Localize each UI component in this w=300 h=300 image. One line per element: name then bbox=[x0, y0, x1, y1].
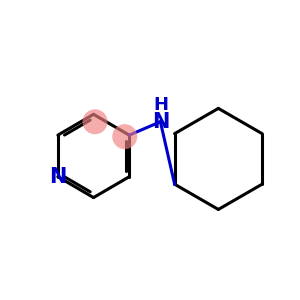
Text: H: H bbox=[153, 96, 168, 114]
Circle shape bbox=[112, 124, 137, 149]
Text: N: N bbox=[152, 112, 169, 132]
Text: N: N bbox=[49, 167, 67, 187]
Circle shape bbox=[82, 109, 107, 134]
